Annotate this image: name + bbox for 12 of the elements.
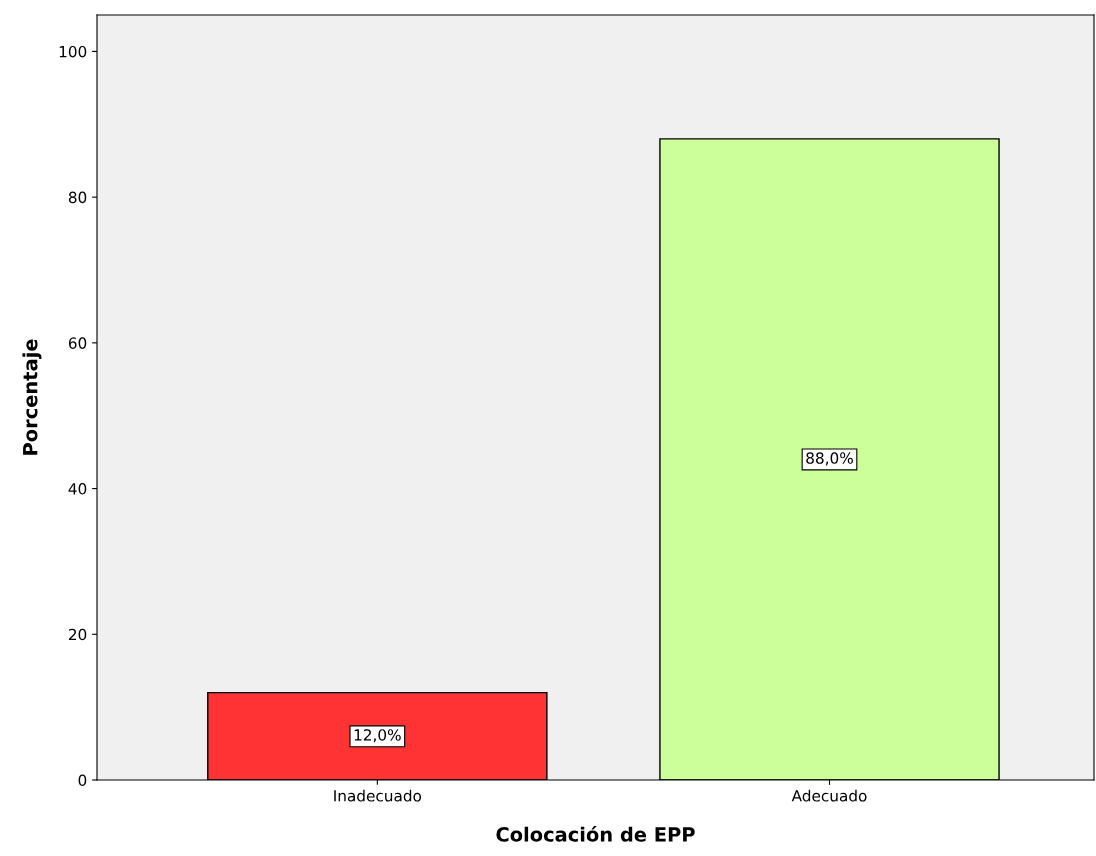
y-tick-label: 0 xyxy=(78,774,87,787)
y-tick-label: 100 xyxy=(59,45,87,58)
y-tick-label: 20 xyxy=(68,628,87,641)
y-tick-label: 60 xyxy=(68,337,87,349)
x-axis-title: Colocación de EPP xyxy=(496,825,695,842)
x-tick-label: Adecuado xyxy=(791,789,867,802)
data-label: 88,0% xyxy=(806,452,853,466)
y-tick-label: 80 xyxy=(68,191,87,204)
x-tick-label: Inadecuado xyxy=(334,789,422,802)
y-tick-label: 40 xyxy=(68,483,87,495)
y-axis-title: Porcentaje xyxy=(22,339,42,455)
data-label: 12,0% xyxy=(354,729,401,743)
